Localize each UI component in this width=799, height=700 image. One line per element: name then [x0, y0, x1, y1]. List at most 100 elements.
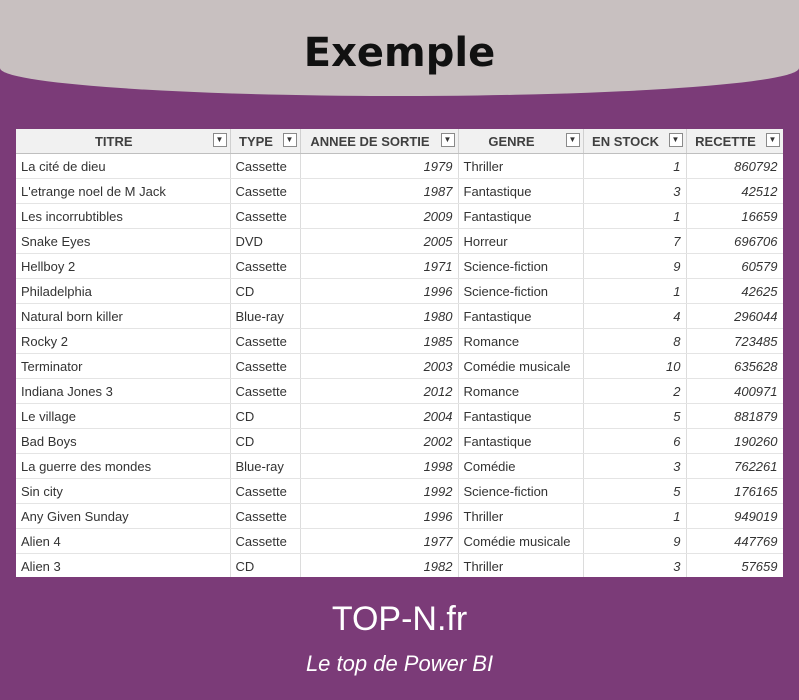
cell-genre[interactable]: Science-fiction — [458, 278, 584, 304]
cell-annee[interactable]: 1985 — [300, 328, 459, 354]
cell-annee[interactable]: 1982 — [300, 553, 459, 577]
cell-stock[interactable]: 1 — [583, 203, 687, 229]
cell-titre[interactable]: Alien 4 — [16, 528, 231, 554]
cell-annee[interactable]: 1977 — [300, 528, 459, 554]
cell-titre[interactable]: Bad Boys — [16, 428, 231, 454]
cell-recette[interactable]: 60579 — [686, 253, 783, 279]
cell-recette[interactable]: 762261 — [686, 453, 783, 479]
cell-recette[interactable]: 949019 — [686, 503, 783, 529]
cell-titre[interactable]: Sin city — [16, 478, 231, 504]
cell-stock[interactable]: 1 — [583, 503, 687, 529]
cell-recette[interactable]: 723485 — [686, 328, 783, 354]
cell-titre[interactable]: Snake Eyes — [16, 228, 231, 254]
cell-genre[interactable]: Fantastique — [458, 203, 584, 229]
cell-stock[interactable]: 3 — [583, 178, 687, 204]
cell-titre[interactable]: Any Given Sunday — [16, 503, 231, 529]
dropdown-arrow-icon[interactable]: ▼ — [668, 133, 683, 147]
cell-stock[interactable]: 9 — [583, 528, 687, 554]
cell-genre[interactable]: Comédie musicale — [458, 528, 584, 554]
cell-annee[interactable]: 1992 — [300, 478, 459, 504]
cell-genre[interactable]: Thriller — [458, 553, 584, 577]
cell-titre[interactable]: Rocky 2 — [16, 328, 231, 354]
cell-genre[interactable]: Science-fiction — [458, 253, 584, 279]
cell-stock[interactable]: 9 — [583, 253, 687, 279]
cell-genre[interactable]: Thriller — [458, 503, 584, 529]
cell-annee[interactable]: 1996 — [300, 503, 459, 529]
cell-type[interactable]: Cassette — [230, 528, 301, 554]
cell-titre[interactable]: Indiana Jones 3 — [16, 378, 231, 404]
cell-annee[interactable]: 1979 — [300, 153, 459, 179]
cell-recette[interactable]: 16659 — [686, 203, 783, 229]
cell-annee[interactable]: 2003 — [300, 353, 459, 379]
cell-recette[interactable]: 42512 — [686, 178, 783, 204]
cell-recette[interactable]: 860792 — [686, 153, 783, 179]
cell-type[interactable]: CD — [230, 553, 301, 577]
cell-type[interactable]: Blue-ray — [230, 303, 301, 329]
cell-recette[interactable]: 400971 — [686, 378, 783, 404]
cell-annee[interactable]: 2002 — [300, 428, 459, 454]
cell-type[interactable]: CD — [230, 428, 301, 454]
cell-titre[interactable]: Philadelphia — [16, 278, 231, 304]
cell-stock[interactable]: 1 — [583, 153, 687, 179]
cell-type[interactable]: DVD — [230, 228, 301, 254]
cell-recette[interactable]: 635628 — [686, 353, 783, 379]
cell-titre[interactable]: L'etrange noel de M Jack — [16, 178, 231, 204]
cell-titre[interactable]: La guerre des mondes — [16, 453, 231, 479]
cell-recette[interactable]: 447769 — [686, 528, 783, 554]
cell-stock[interactable]: 8 — [583, 328, 687, 354]
cell-genre[interactable]: Fantastique — [458, 428, 584, 454]
cell-annee[interactable]: 1971 — [300, 253, 459, 279]
dropdown-arrow-icon[interactable]: ▼ — [565, 133, 580, 147]
cell-annee[interactable]: 1998 — [300, 453, 459, 479]
cell-type[interactable]: Cassette — [230, 503, 301, 529]
cell-titre[interactable]: Le village — [16, 403, 231, 429]
cell-genre[interactable]: Fantastique — [458, 303, 584, 329]
cell-stock[interactable]: 3 — [583, 553, 687, 577]
cell-annee[interactable]: 1996 — [300, 278, 459, 304]
cell-titre[interactable]: Hellboy 2 — [16, 253, 231, 279]
cell-annee[interactable]: 2005 — [300, 228, 459, 254]
cell-recette[interactable]: 296044 — [686, 303, 783, 329]
cell-type[interactable]: Cassette — [230, 178, 301, 204]
cell-annee[interactable]: 2009 — [300, 203, 459, 229]
cell-stock[interactable]: 5 — [583, 403, 687, 429]
cell-genre[interactable]: Fantastique — [458, 403, 584, 429]
cell-stock[interactable]: 6 — [583, 428, 687, 454]
cell-stock[interactable]: 10 — [583, 353, 687, 379]
cell-type[interactable]: Cassette — [230, 153, 301, 179]
cell-titre[interactable]: Terminator — [16, 353, 231, 379]
cell-annee[interactable]: 1980 — [300, 303, 459, 329]
cell-stock[interactable]: 7 — [583, 228, 687, 254]
dropdown-arrow-icon[interactable]: ▼ — [765, 133, 780, 147]
cell-genre[interactable]: Science-fiction — [458, 478, 584, 504]
cell-titre[interactable]: La cité de dieu — [16, 153, 231, 179]
cell-recette[interactable]: 42625 — [686, 278, 783, 304]
dropdown-arrow-icon[interactable]: ▼ — [282, 133, 297, 147]
cell-titre[interactable]: Les incorrubtibles — [16, 203, 231, 229]
cell-stock[interactable]: 3 — [583, 453, 687, 479]
cell-genre[interactable]: Comédie musicale — [458, 353, 584, 379]
cell-type[interactable]: CD — [230, 403, 301, 429]
cell-annee[interactable]: 2012 — [300, 378, 459, 404]
cell-genre[interactable]: Thriller — [458, 153, 584, 179]
cell-genre[interactable]: Comédie — [458, 453, 584, 479]
cell-titre[interactable]: Alien 3 — [16, 553, 231, 577]
cell-stock[interactable]: 5 — [583, 478, 687, 504]
cell-type[interactable]: Cassette — [230, 203, 301, 229]
cell-recette[interactable]: 57659 — [686, 553, 783, 577]
cell-type[interactable]: Cassette — [230, 478, 301, 504]
cell-recette[interactable]: 190260 — [686, 428, 783, 454]
cell-recette[interactable]: 696706 — [686, 228, 783, 254]
cell-stock[interactable]: 2 — [583, 378, 687, 404]
cell-type[interactable]: Cassette — [230, 328, 301, 354]
cell-type[interactable]: CD — [230, 278, 301, 304]
cell-type[interactable]: Cassette — [230, 353, 301, 379]
cell-type[interactable]: Blue-ray — [230, 453, 301, 479]
cell-stock[interactable]: 1 — [583, 278, 687, 304]
cell-titre[interactable]: Natural born killer — [16, 303, 231, 329]
cell-type[interactable]: Cassette — [230, 378, 301, 404]
cell-annee[interactable]: 1987 — [300, 178, 459, 204]
cell-recette[interactable]: 176165 — [686, 478, 783, 504]
dropdown-arrow-icon[interactable]: ▼ — [212, 133, 227, 147]
cell-type[interactable]: Cassette — [230, 253, 301, 279]
